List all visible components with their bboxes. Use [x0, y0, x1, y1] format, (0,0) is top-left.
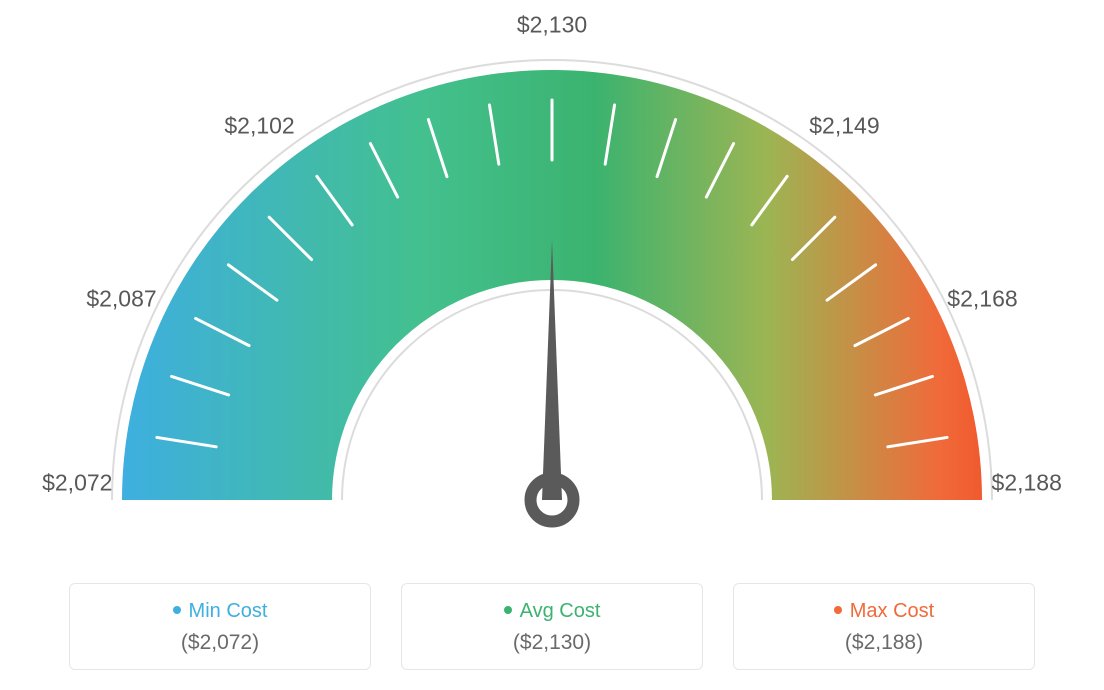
cost-gauge-chart: $2,072 $2,087 $2,102 $2,130 $2,149 $2,168 $2,1…	[0, 0, 1104, 690]
scale-label: $2,188	[992, 470, 1062, 497]
legend-card-avg: Avg Cost ($2,130)	[401, 583, 703, 670]
scale-label: $2,168	[947, 286, 1017, 313]
scale-label: $2,149	[809, 112, 879, 139]
legend-value-max: ($2,188)	[734, 631, 1034, 655]
legend-label-avg: Avg Cost	[402, 600, 702, 623]
legend-card-min: Min Cost ($2,072)	[69, 583, 371, 670]
scale-label: $2,130	[517, 12, 587, 39]
legend-card-max: Max Cost ($2,188)	[733, 583, 1035, 670]
scale-label: $2,072	[42, 470, 112, 497]
legend-label-min: Min Cost	[70, 600, 370, 623]
legend-label-max: Max Cost	[734, 600, 1034, 623]
legend-value-min: ($2,072)	[70, 631, 370, 655]
gauge-area: $2,072 $2,087 $2,102 $2,130 $2,149 $2,168 $2,1…	[0, 0, 1104, 540]
gauge-svg	[0, 0, 1104, 560]
scale-label: $2,087	[86, 286, 156, 313]
scale-label: $2,102	[224, 112, 294, 139]
legend-row: Min Cost ($2,072) Avg Cost ($2,130) Max Cost…	[0, 583, 1104, 670]
legend-value-avg: ($2,130)	[402, 631, 702, 655]
